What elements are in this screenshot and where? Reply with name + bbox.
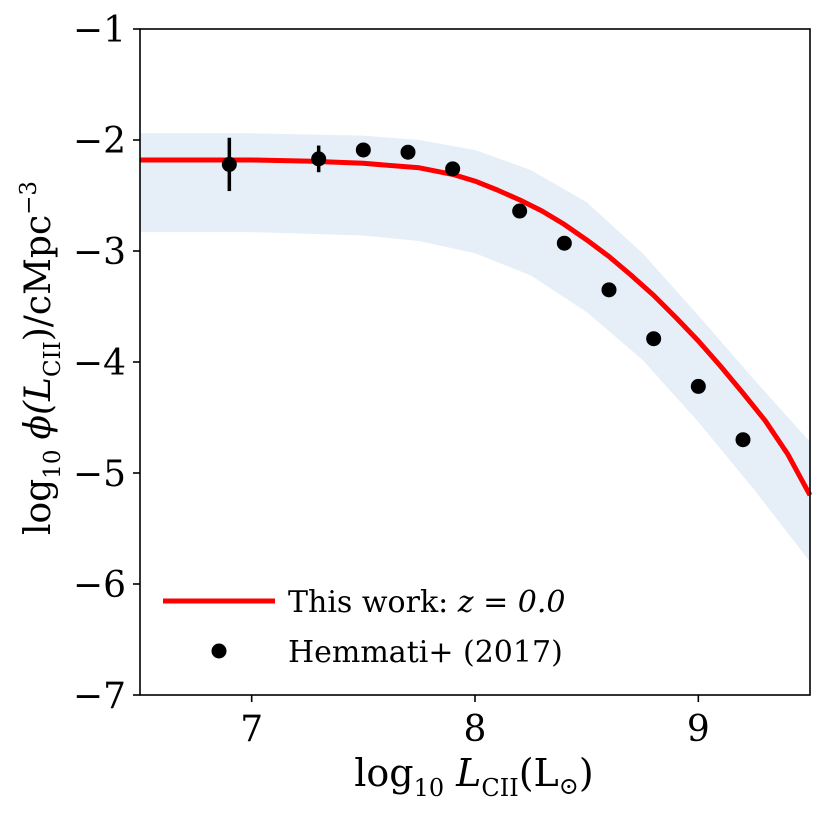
data-point bbox=[556, 235, 572, 251]
data-point bbox=[221, 156, 237, 172]
data-point bbox=[311, 151, 327, 167]
y-tick-label: −3 bbox=[73, 232, 126, 273]
x-tick-label: 7 bbox=[240, 709, 263, 750]
legend-label-this-work: This work: z = 0.0 bbox=[288, 585, 566, 620]
uncertainty-band bbox=[140, 133, 810, 562]
legend-marker-swatch bbox=[211, 643, 227, 659]
y-tick-label: −4 bbox=[73, 343, 126, 384]
x-axis-title: log10 LCII(L⊙) bbox=[354, 751, 593, 802]
data-point bbox=[601, 282, 617, 298]
y-tick-label: −2 bbox=[73, 121, 126, 162]
data-point bbox=[735, 432, 751, 448]
legend: This work: z = 0.0 Hemmati+ (2017) bbox=[163, 585, 566, 670]
x-tick-label: 8 bbox=[464, 709, 487, 750]
data-point bbox=[445, 161, 461, 177]
y-tick-label: −5 bbox=[73, 454, 126, 495]
data-point bbox=[355, 142, 371, 158]
y-tick-label: −1 bbox=[73, 10, 126, 51]
y-tick-label: −7 bbox=[73, 676, 126, 717]
data-point bbox=[690, 378, 706, 394]
y-tick-label: −6 bbox=[73, 565, 126, 606]
legend-label-hemmati: Hemmati+ (2017) bbox=[288, 635, 563, 670]
data-point bbox=[512, 203, 528, 219]
data-point bbox=[400, 144, 416, 160]
model-line bbox=[140, 157, 813, 497]
y-axis-title: log10ϕ(LCII)/cMpc−3 bbox=[16, 181, 66, 535]
x-tick-label: 9 bbox=[687, 709, 710, 750]
data-point bbox=[646, 331, 662, 347]
